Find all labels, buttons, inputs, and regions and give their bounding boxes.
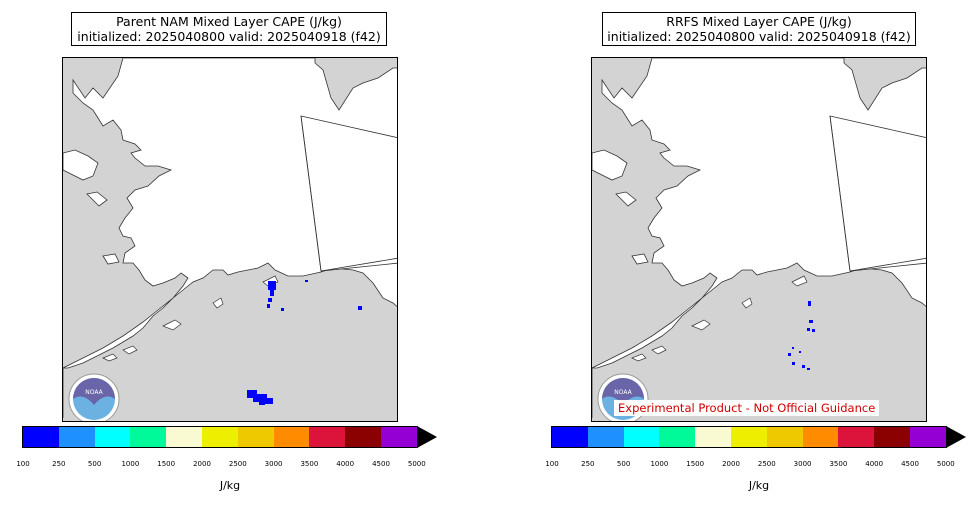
- noaa-logo-text: NOAA: [614, 389, 632, 396]
- colorbar-segment: [201, 427, 238, 447]
- colorbar-tick-label: 1000: [121, 460, 140, 468]
- colorbar-segment: [695, 427, 731, 447]
- colorbar-tick-label: 250: [52, 460, 66, 468]
- colorbar-left: [22, 426, 418, 448]
- colorbar-tick-label: 3500: [300, 460, 319, 468]
- alaska-landmass: [592, 58, 926, 418]
- alaska-landmass: [63, 58, 397, 418]
- colorbar-tick-label: 4500: [372, 460, 390, 468]
- panel2-title-line2: initialized: 2025040800 valid: 202504091…: [607, 29, 911, 44]
- colorbar-segment: [802, 427, 839, 447]
- colorbar-tick-label: 2500: [757, 460, 776, 468]
- colorbar-segment: [838, 427, 875, 447]
- colorbar-tick-label: 4000: [865, 460, 884, 468]
- colorbar-tick-label: 1500: [157, 460, 176, 468]
- panel1-map: NOAA: [62, 57, 398, 422]
- colorbar-right-extend-arrow: [946, 426, 966, 448]
- colorbar-tick-label: 5000: [407, 460, 426, 468]
- cape-contours: [788, 301, 815, 370]
- colorbar-segment: [874, 427, 910, 447]
- panel1-title-line2: initialized: 2025040800 valid: 202504091…: [77, 29, 381, 44]
- colorbar-segment: [730, 427, 767, 447]
- colorbar-segment: [237, 427, 274, 447]
- colorbar-segment: [380, 427, 417, 447]
- colorbar-segment: [309, 427, 346, 447]
- panel1-title-line1: Parent NAM Mixed Layer CAPE (J/kg): [116, 14, 342, 29]
- colorbar-tick-label: 1500: [686, 460, 705, 468]
- colorbar-left-extend-arrow: [417, 426, 437, 448]
- colorbar-tick-label: 3000: [793, 460, 812, 468]
- colorbar-tick-label: 2000: [722, 460, 740, 468]
- colorbar-segment: [166, 427, 202, 447]
- colorbar-tick-label: 3500: [829, 460, 848, 468]
- colorbar-segment: [130, 427, 167, 447]
- colorbar-tick-label: 1000: [650, 460, 669, 468]
- colorbar-left-unit: J/kg: [219, 479, 241, 492]
- borders: [829, 115, 926, 272]
- colorbar-segment: [23, 427, 59, 447]
- colorbar-tick-label: 3000: [264, 460, 283, 468]
- panel2-title-line1: RRFS Mixed Layer CAPE (J/kg): [666, 14, 852, 29]
- colorbar-segment: [909, 427, 946, 447]
- colorbar-segment: [58, 427, 95, 447]
- colorbar-segment: [766, 427, 803, 447]
- borders: [300, 115, 397, 272]
- colorbar-tick-label: 2000: [193, 460, 211, 468]
- colorbar-segment: [659, 427, 696, 447]
- cape-contours: [247, 280, 362, 405]
- colorbar-segment: [345, 427, 381, 447]
- colorbar-tick-label: 100: [16, 460, 30, 468]
- panel1-title: Parent NAM Mixed Layer CAPE (J/kg) initi…: [71, 12, 387, 46]
- colorbar-segment: [552, 427, 588, 447]
- noaa-logo: NOAA: [67, 372, 121, 421]
- colorbar-right: [551, 426, 947, 448]
- colorbar-tick-label: 5000: [936, 460, 955, 468]
- panel1-map-canvas: [63, 58, 397, 418]
- colorbar-tick-label: 4000: [336, 460, 355, 468]
- colorbar-tick-label: 100: [545, 460, 559, 468]
- panel2-map: NOAA Experimental Product - Not Official…: [591, 57, 927, 422]
- colorbar-segment: [94, 427, 131, 447]
- experimental-disclaimer: Experimental Product - Not Official Guid…: [614, 400, 880, 416]
- colorbar-tick-label: 500: [87, 460, 102, 468]
- colorbar-right-unit: J/kg: [748, 479, 770, 492]
- colorbar-tick-label: 4500: [901, 460, 919, 468]
- colorbar-tick-label: 2500: [228, 460, 247, 468]
- colorbar-segment: [587, 427, 624, 447]
- colorbar-segment: [273, 427, 310, 447]
- colorbar-segment: [623, 427, 660, 447]
- noaa-logo-text: NOAA: [85, 389, 103, 396]
- panel2-map-canvas: [592, 58, 926, 418]
- islands: [631, 275, 808, 362]
- panel2-title: RRFS Mixed Layer CAPE (J/kg) initialized…: [602, 12, 916, 46]
- colorbar-tick-label: 250: [581, 460, 595, 468]
- colorbar-tick-label: 500: [616, 460, 631, 468]
- islands: [102, 275, 279, 362]
